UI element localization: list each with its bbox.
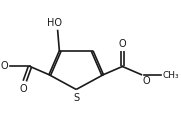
Text: O: O	[119, 39, 126, 50]
Text: CH₃: CH₃	[163, 71, 179, 80]
Text: O: O	[19, 84, 27, 94]
Text: HO: HO	[47, 18, 62, 28]
Text: O: O	[142, 76, 150, 86]
Text: S: S	[73, 93, 79, 103]
Text: O: O	[0, 61, 8, 71]
